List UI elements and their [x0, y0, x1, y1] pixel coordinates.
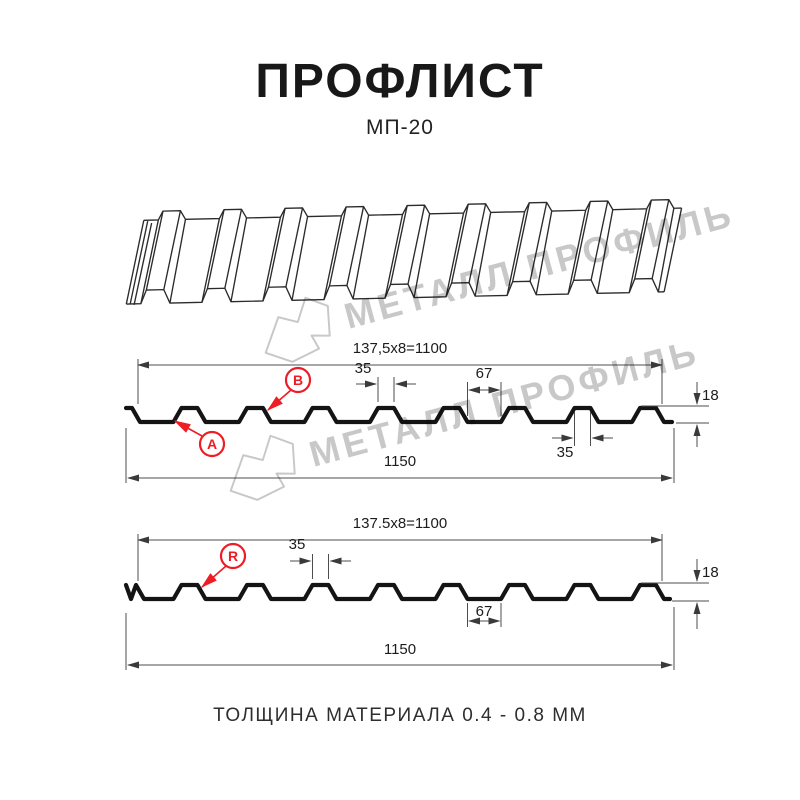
profile-outline [123, 582, 673, 602]
sheet-rib-lines [140, 199, 675, 304]
cross-section-top: 137,5x8=1100 35 67 35 18 1150 [123, 340, 719, 483]
dim-total-label: 1150 [384, 453, 416, 470]
dim-valley-label: 67 [476, 603, 493, 620]
callout-r-arrow [200, 565, 227, 588]
dim-total-label: 1150 [384, 641, 416, 658]
cross-section-bottom: 137.5x8=1100 35 67 18 1150 R [123, 515, 719, 670]
callout-a-circle [198, 430, 226, 458]
sheet-front-edge [126, 277, 665, 305]
sheet-left-cut-edge [125, 220, 153, 305]
callout-a-letter: A [207, 436, 217, 452]
dim-pitch-label: 137,5x8=1100 [353, 340, 447, 357]
dim-valley-label: 67 [476, 365, 493, 382]
callout-r-letter: R [228, 548, 238, 564]
material-thickness-note: ТОЛЩИНА МАТЕРИАЛА 0.4 - 0.8 ММ [213, 705, 587, 726]
dim-crest-label: 35 [289, 536, 306, 553]
callout-b-arrow [266, 389, 292, 411]
dim-height-label: 18 [702, 564, 719, 581]
callout-r-circle [219, 542, 247, 570]
callout-r-marker: R [200, 542, 247, 588]
page-subtitle: МП-20 [366, 116, 434, 139]
dim-crest-bottom-label: 35 [557, 444, 574, 461]
dim-height-label: 18 [702, 387, 719, 404]
callout-b-circle [284, 366, 312, 394]
callout-b-letter: B [293, 372, 303, 388]
sheet-back-edge [143, 198, 682, 221]
dim-crest-label: 35 [355, 360, 372, 377]
callout-b-marker: B [266, 366, 312, 411]
dim-pitch-label: 137.5x8=1100 [353, 515, 447, 532]
callout-a-marker: A [173, 420, 226, 458]
callout-a-arrow [173, 420, 203, 437]
page-title: ПРОФЛИСТ [255, 55, 545, 108]
sheet-right-cut-edge [663, 207, 683, 292]
profile-outline [123, 405, 675, 425]
profile-sheet-3d-drawing [125, 198, 683, 305]
